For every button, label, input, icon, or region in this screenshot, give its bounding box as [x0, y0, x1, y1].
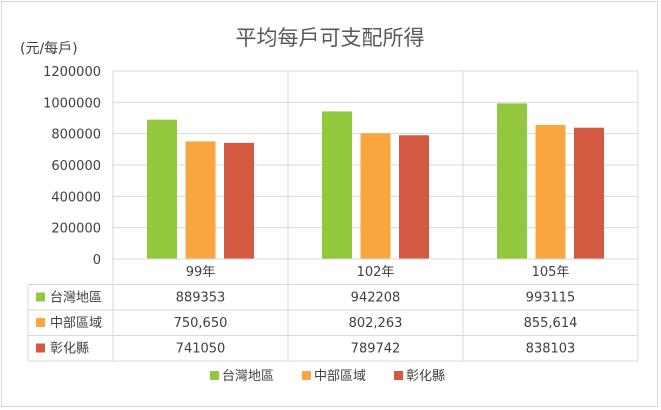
data-value-label: 889353: [176, 291, 226, 306]
bars: [147, 103, 604, 260]
bar-台灣地區-102年: [322, 111, 352, 259]
y-tick-label: 200000: [51, 222, 101, 237]
table-series-name: 彰化縣: [50, 341, 89, 357]
bar-中部區域-102年: [360, 133, 391, 259]
y-tick-label: 1200000: [43, 65, 101, 80]
legend-swatch: [302, 371, 311, 380]
y-tick-label: 1000000: [43, 96, 101, 111]
y-tick-label: 800000: [51, 128, 101, 143]
legend-label: 中部區域: [314, 369, 366, 384]
bar-彰化縣-102年: [399, 135, 429, 259]
data-value-label: 838103: [526, 342, 576, 357]
legend-swatch: [210, 371, 219, 380]
chart-title: 平均每戶可支配所得: [236, 26, 425, 50]
bar-彰化縣-105年: [574, 127, 604, 259]
bar-中部區域-105年: [535, 124, 566, 260]
category-label: 105年: [532, 265, 570, 280]
legend: 台灣地區 中部區域 彰化縣: [210, 368, 445, 384]
bar-台灣地區-99年: [147, 119, 177, 259]
legend-label: 台灣地區: [222, 369, 274, 384]
y-tick-label: 400000: [51, 190, 101, 205]
y-axis-ticks: 0 200000 400000 600000 800000 1000000 1200000: [43, 65, 101, 268]
y-tick-label: 600000: [51, 159, 101, 174]
legend-swatch: [394, 371, 403, 380]
y-tick-label: 0: [93, 253, 101, 268]
bar-彰化縣-99年: [224, 142, 254, 259]
data-value-label: 789742: [351, 342, 401, 357]
legend-label: 彰化縣: [406, 368, 445, 384]
data-value-label: 993115: [526, 291, 576, 306]
data-value-label: 942208: [351, 291, 401, 306]
category-label: 99年: [186, 265, 216, 280]
table-series-key: [36, 343, 45, 353]
data-value-label: 741050: [176, 342, 226, 357]
bar-中部區域-99年: [185, 141, 216, 259]
data-value-label: 750,650: [174, 316, 228, 331]
table-series-name: 中部區域: [50, 316, 102, 331]
y-axis-unit-label: (元/每戶): [20, 41, 78, 57]
table-series-key: [36, 318, 45, 327]
table-series-name: 台灣地區: [50, 291, 102, 306]
table-series-key: [36, 292, 45, 302]
data-value-label: 855,614: [524, 316, 578, 331]
bar-台灣地區-105年: [497, 103, 527, 259]
data-value-label: 802,263: [349, 316, 403, 331]
category-label: 102年: [357, 265, 395, 280]
